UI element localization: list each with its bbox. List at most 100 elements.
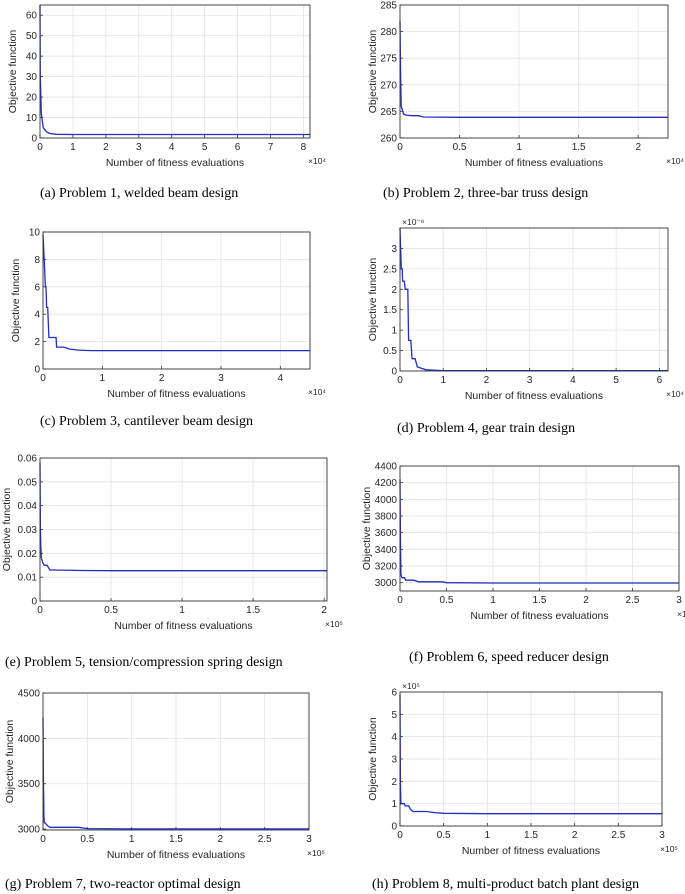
panel-6-y-axis-label: Objective function — [361, 487, 373, 571]
panel-2-x-exponent: ×10⁴ — [666, 156, 684, 166]
panel-3-axes-frame — [42, 231, 311, 370]
panel-4-axes-frame — [399, 227, 669, 372]
panel-6-axes-frame — [399, 465, 680, 592]
panel-3-y-axis-label: Objective function — [10, 259, 22, 343]
panel-4-y-tick-label: 2.5 — [383, 264, 397, 275]
panel-6-y-tick-label: 4000 — [375, 495, 398, 506]
panel-4-y-tick-label: 1.5 — [383, 305, 397, 316]
panel-5-y-tick-label: 0.06 — [18, 454, 38, 465]
panel-7-x-axis-label: Number of fitness evaluations — [107, 849, 245, 861]
panel-1-x-tick-label: 2 — [103, 142, 109, 153]
panel-3-series-line — [42, 234, 310, 352]
panel-2-y-tick-label: 280 — [380, 27, 397, 38]
panel-7-x-tick-label: 0.5 — [80, 834, 94, 845]
panel-8-caption: (h) Problem 8, multi-product batch plant… — [372, 877, 639, 892]
panel-8-x-tick-label: 3 — [659, 830, 665, 841]
panel-7-x-exponent: ×10⁵ — [307, 848, 325, 858]
panel-1-y-axis-label: Objective function — [7, 30, 19, 114]
panel-7-y-tick-label: 4500 — [18, 689, 41, 700]
panel-1-x-axis-label: Number of fitness evaluations — [106, 157, 244, 169]
panel-2-y-tick-label: 285 — [380, 1, 397, 12]
panel-1-y-tick-label: 40 — [26, 52, 38, 63]
panel-7-series-line — [42, 717, 309, 830]
panel-4-x-tick-label: 4 — [570, 375, 576, 386]
panel-4-y-axis-label: Objective function — [367, 258, 379, 342]
panel-8-x-tick-label: 0.5 — [437, 830, 451, 841]
panel-4-x-tick-label: 5 — [613, 375, 619, 386]
panel-5-x-tick-label: 0.5 — [104, 605, 118, 616]
panel-3-x-tick-label: 0 — [40, 373, 46, 384]
panel-7-x-tick-label: 1.5 — [169, 834, 183, 845]
panel-2-y-tick-label: 260 — [380, 134, 397, 145]
panel-3-x-tick-label: 4 — [278, 373, 284, 384]
panel-4-y-tick-label: 0 — [391, 367, 397, 378]
panel-8-y-axis-label: Objective function — [367, 717, 379, 801]
panel-5-x-tick-label: 1 — [179, 605, 185, 616]
panel-2-x-tick-label: 0 — [397, 142, 403, 153]
panel-2-y-tick-label: 270 — [380, 80, 397, 91]
panel-4-x-tick-label: 0 — [397, 375, 403, 386]
panel-5-x-tick-label: 1.5 — [246, 605, 260, 616]
panel-3-x-tick-label: 2 — [159, 373, 165, 384]
panel-8-x-tick-label: 2.5 — [611, 830, 625, 841]
panel-4-x-tick-label: 1 — [440, 375, 446, 386]
panel-8-x-exponent: ×10⁵ — [660, 844, 678, 854]
panel-6-x-exponent: ×10⁴ — [677, 609, 685, 619]
panel-1-caption: (a) Problem 1, welded beam design — [40, 186, 238, 201]
panel-5-y-tick-label: 0.03 — [18, 525, 38, 536]
panel-8-x-axis-label: Number of fitness evaluations — [462, 845, 600, 857]
panel-2-x-axis-label: Number of fitness evaluations — [465, 157, 603, 169]
panel-5-x-tick-label: 0 — [37, 605, 43, 616]
panel-5-y-tick-label: 0 — [31, 597, 37, 608]
panel-3-caption: (c) Problem 3, cantilever beam design — [40, 414, 253, 429]
panel-1-x-tick-label: 8 — [301, 142, 307, 153]
panel-4-y-exponent: ×10⁻⁶ — [402, 217, 424, 227]
panel-2-y-tick-label: 275 — [380, 54, 397, 65]
panel-7-y-tick-label: 3000 — [18, 825, 41, 836]
panel-4-x-tick-label: 3 — [527, 375, 533, 386]
panel-4-x-axis-label: Number of fitness evaluations — [465, 390, 603, 402]
panel-8-y-exponent: ×10⁵ — [402, 681, 420, 691]
panel-5-x-axis-label: Number of fitness evaluations — [114, 620, 252, 632]
panel-2-y-axis-label: Objective function — [367, 30, 379, 114]
panel-3-x-axis-label: Number of fitness evaluations — [107, 388, 245, 400]
panel-6-x-tick-label: 1.5 — [533, 595, 547, 606]
panel-6-y-tick-label: 4400 — [375, 462, 398, 473]
panel-1-x-tick-label: 0 — [37, 142, 43, 153]
panel-8-y-tick-label: 6 — [391, 688, 397, 699]
panel-1-plot-area — [40, 5, 310, 138]
panel-1-series-line — [39, 4, 310, 136]
panel-3-y-tick-label: 6 — [34, 282, 40, 293]
panel-7-y-tick-label: 3500 — [18, 779, 41, 790]
panel-8-y-tick-label: 3 — [391, 755, 397, 766]
panel-4-y-tick-label: 3 — [391, 244, 397, 255]
panel-8-x-tick-label: 1 — [485, 830, 491, 841]
panel-2-x-tick-label: 1.5 — [572, 142, 586, 153]
panel-8-x-tick-label: 1.5 — [524, 830, 538, 841]
panel-6-y-tick-label: 4200 — [375, 478, 398, 489]
panel-8-y-tick-label: 2 — [391, 777, 397, 788]
panel-6-series-line — [399, 479, 679, 584]
panel-1-x-tick-label: 5 — [202, 142, 208, 153]
panel-4-plot-area — [400, 228, 668, 371]
panel-7-x-tick-label: 1 — [129, 834, 135, 845]
panel-1-y-tick-label: 20 — [26, 93, 38, 104]
panel-6-y-tick-label: 3200 — [375, 562, 398, 573]
panel-7-axes-frame — [42, 692, 310, 831]
panel-3-plot-area — [43, 232, 310, 369]
panel-1-x-tick-label: 3 — [136, 142, 142, 153]
panel-2-series-line — [399, 20, 668, 118]
panel-7-caption: (g) Problem 7, two-reactor optimal desig… — [5, 877, 241, 892]
panel-8-x-tick-label: 0 — [397, 830, 403, 841]
panel-5-axes-frame — [39, 457, 328, 602]
panel-6-x-axis-label: Number of fitness evaluations — [470, 610, 608, 622]
panel-8-y-tick-label: 5 — [391, 710, 397, 721]
panel-6-y-tick-label: 3400 — [375, 545, 398, 556]
panel-3-y-tick-label: 4 — [34, 310, 40, 321]
panel-1-x-tick-label: 4 — [169, 142, 175, 153]
panel-6-x-tick-label: 3 — [676, 595, 682, 606]
panel-3-y-tick-label: 0 — [34, 365, 40, 376]
panel-7-x-tick-label: 3 — [306, 834, 312, 845]
panel-1-x-tick-label: 1 — [70, 142, 76, 153]
